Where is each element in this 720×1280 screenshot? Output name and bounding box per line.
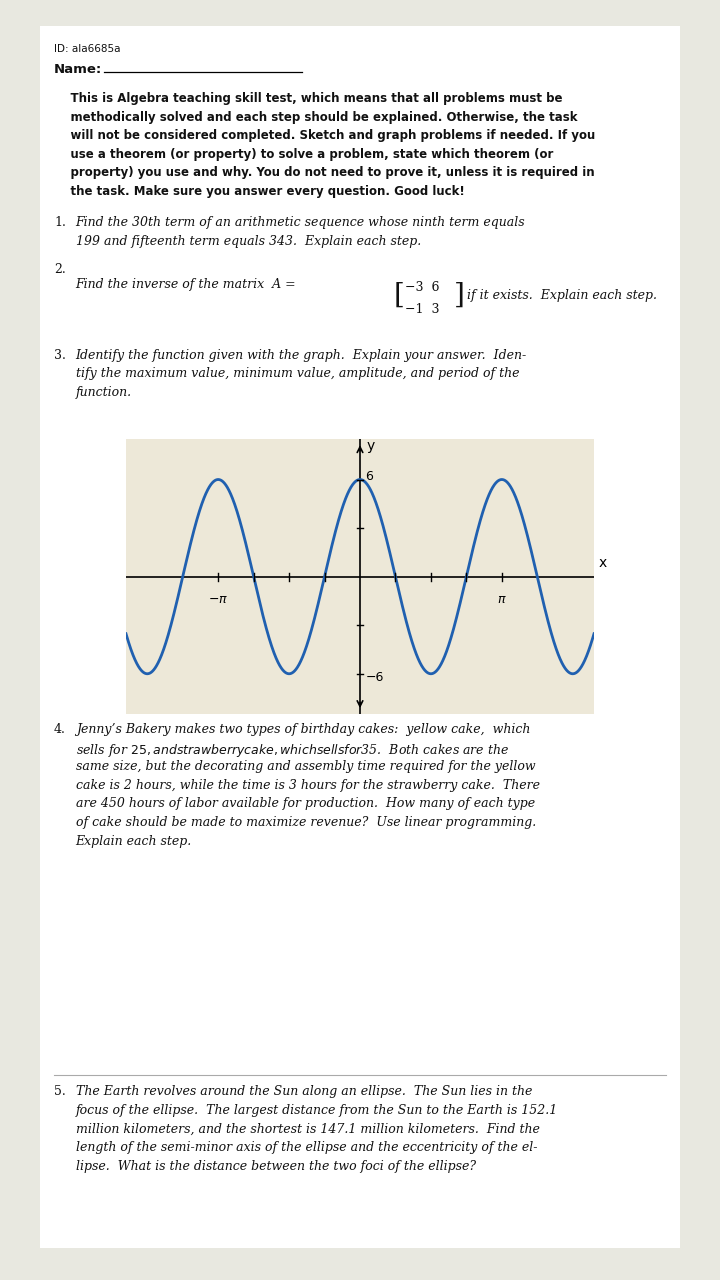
Text: function.: function. bbox=[76, 385, 132, 399]
Text: same size, but the decorating and assembly time required for the yellow: same size, but the decorating and assemb… bbox=[76, 760, 535, 773]
Text: use a theorem (or property) to solve a problem, state which theorem (or: use a theorem (or property) to solve a p… bbox=[54, 147, 554, 161]
Text: The Earth revolves around the Sun along an ellipse.  The Sun lies in the: The Earth revolves around the Sun along … bbox=[76, 1085, 532, 1098]
Text: tify the maximum value, minimum value, amplitude, and period of the: tify the maximum value, minimum value, a… bbox=[76, 367, 519, 380]
Text: 6: 6 bbox=[366, 470, 373, 483]
Text: Identify the function given with the graph.  Explain your answer.  Iden-: Identify the function given with the gra… bbox=[76, 348, 527, 362]
Text: ID: ala6685a: ID: ala6685a bbox=[54, 44, 120, 54]
Text: sells for $25, and strawberry cake, which sells for $35.  Both cakes are the: sells for $25, and strawberry cake, whic… bbox=[76, 741, 509, 759]
Text: This is Algebra teaching skill test, which means that all problems must be: This is Algebra teaching skill test, whi… bbox=[54, 92, 562, 105]
Text: cake is 2 hours, while the time is 3 hours for the strawberry cake.  There: cake is 2 hours, while the time is 3 hou… bbox=[76, 778, 539, 792]
Text: lipse.  What is the distance between the two foci of the ellipse?: lipse. What is the distance between the … bbox=[76, 1160, 476, 1172]
Text: 3.: 3. bbox=[54, 348, 66, 362]
Text: are 450 hours of labor available for production.  How many of each type: are 450 hours of labor available for pro… bbox=[76, 797, 535, 810]
Text: Name:: Name: bbox=[54, 63, 102, 76]
Text: the task. Make sure you answer every question. Good luck!: the task. Make sure you answer every que… bbox=[54, 184, 464, 198]
Text: Jenny’s Bakery makes two types of birthday cakes:  yellow cake,  which: Jenny’s Bakery makes two types of birthd… bbox=[76, 723, 530, 736]
Text: x: x bbox=[599, 557, 607, 570]
Text: $\pi$: $\pi$ bbox=[497, 593, 507, 605]
Text: focus of the ellipse.  The largest distance from the Sun to the Earth is 152.1: focus of the ellipse. The largest distan… bbox=[76, 1103, 558, 1117]
Text: if it exists.  Explain each step.: if it exists. Explain each step. bbox=[463, 289, 657, 302]
Text: $-\pi$: $-\pi$ bbox=[208, 593, 228, 605]
Text: −6: −6 bbox=[366, 671, 384, 684]
Text: y: y bbox=[366, 439, 375, 453]
Text: 4.: 4. bbox=[54, 723, 66, 736]
Text: Find the inverse of the matrix  A =: Find the inverse of the matrix A = bbox=[76, 278, 296, 292]
Text: 2.: 2. bbox=[54, 262, 66, 276]
Text: 1.: 1. bbox=[54, 216, 66, 229]
Text: 5.: 5. bbox=[54, 1085, 66, 1098]
Text: 199 and fifteenth term equals 343.  Explain each step.: 199 and fifteenth term equals 343. Expla… bbox=[76, 234, 421, 248]
Text: million kilometers, and the shortest is 147.1 million kilometers.  Find the: million kilometers, and the shortest is … bbox=[76, 1123, 539, 1135]
Text: methodically solved and each step should be explained. Otherwise, the task: methodically solved and each step should… bbox=[54, 110, 577, 124]
Text: Explain each step.: Explain each step. bbox=[76, 835, 192, 847]
Text: property) you use and why. You do not need to prove it, unless it is required in: property) you use and why. You do not ne… bbox=[54, 166, 595, 179]
Text: −1  3: −1 3 bbox=[405, 303, 440, 316]
Text: Find the 30th term of an arithmetic sequence whose ninth term equals: Find the 30th term of an arithmetic sequ… bbox=[76, 216, 525, 229]
Text: ]: ] bbox=[454, 282, 464, 310]
Text: −3  6: −3 6 bbox=[405, 280, 440, 294]
Text: of cake should be made to maximize revenue?  Use linear programming.: of cake should be made to maximize reven… bbox=[76, 817, 536, 829]
Text: [: [ bbox=[394, 282, 405, 310]
Text: length of the semi-minor axis of the ellipse and the eccentricity of the el-: length of the semi-minor axis of the ell… bbox=[76, 1142, 537, 1155]
Text: will not be considered completed. Sketch and graph problems if needed. If you: will not be considered completed. Sketch… bbox=[54, 129, 595, 142]
